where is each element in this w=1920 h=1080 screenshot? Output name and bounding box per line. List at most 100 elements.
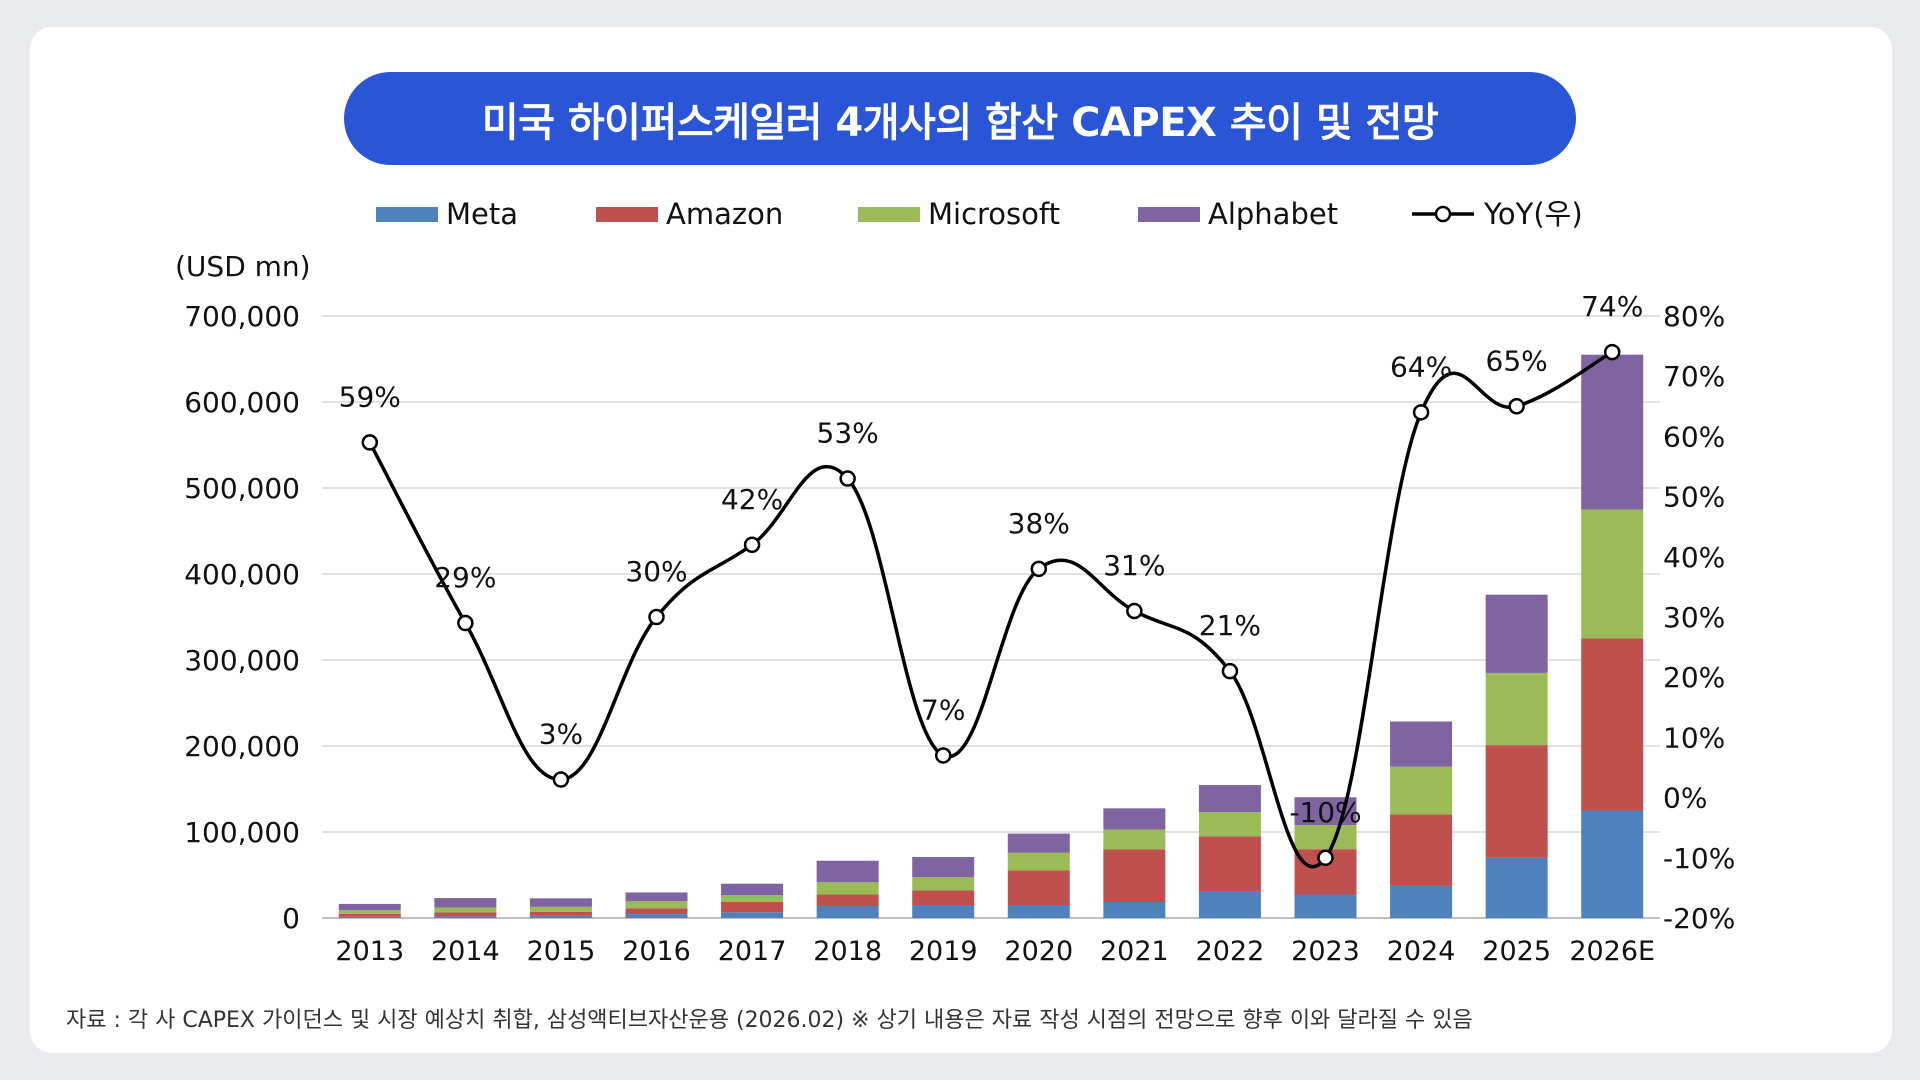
bar-microsoft-2024 [1390, 766, 1453, 815]
y-tick-label: 300,000 [184, 644, 300, 677]
legend-swatch-amazon [596, 207, 658, 222]
y2-tick-label: 50% [1663, 481, 1725, 514]
bar-amazon-2014 [434, 912, 497, 917]
bar-amazon-2015 [529, 911, 592, 916]
x-tick-label: 2015 [527, 936, 596, 967]
y2-tick-label: 70% [1663, 360, 1725, 393]
bar-alphabet-2015 [529, 898, 592, 907]
y2-tick-label: -20% [1663, 902, 1735, 935]
bar-amazon-2018 [816, 894, 879, 907]
bar-alphabet-2013 [338, 903, 401, 911]
yoy-data-label: 7% [921, 693, 965, 726]
x-tick-label: 2017 [718, 936, 787, 967]
yoy-data-label: 74% [1581, 290, 1643, 323]
bar-meta-2017 [721, 912, 784, 918]
x-tick-label: 2025 [1482, 936, 1551, 967]
bar-alphabet-2022 [1198, 785, 1261, 813]
yoy-point-2022 [1221, 662, 1239, 680]
bar-alphabet-2026e [1581, 354, 1644, 510]
legend-label: Amazon [666, 197, 783, 231]
x-tick-label: 2021 [1100, 936, 1169, 967]
bar-meta-2026e [1581, 810, 1644, 918]
y2-tick-label: 60% [1663, 420, 1725, 453]
y-tick-label: 0 [282, 902, 300, 935]
y2-tick-label: 10% [1663, 721, 1725, 754]
chart-title: 미국 하이퍼스케일러 4개사의 합산 CAPEX 추이 및 전망 [481, 99, 1439, 146]
yoy-data-label: 3% [539, 718, 583, 751]
bar-meta-2020 [1007, 905, 1070, 918]
yoy-point-2020 [1030, 560, 1048, 578]
bar-alphabet-2016 [625, 892, 688, 902]
bar-alphabet-2018 [816, 860, 879, 883]
bar-amazon-2022 [1198, 836, 1261, 891]
yoy-data-label: 30% [625, 555, 687, 588]
legend-label: YoY(우) [1483, 197, 1583, 231]
yoy-data-label: 31% [1103, 549, 1165, 582]
x-tick-label: 2020 [1004, 936, 1073, 967]
y-axis-label: (USD mn) [175, 250, 311, 283]
bar-microsoft-2025 [1485, 672, 1548, 746]
y2-tick-label: 40% [1663, 541, 1725, 574]
yoy-data-label: 29% [434, 561, 496, 594]
yoy-point-2024 [1412, 404, 1430, 421]
bar-alphabet-2019 [912, 857, 975, 878]
bar-microsoft-2014 [434, 907, 497, 913]
yoy-data-label: -10% [1289, 796, 1361, 829]
bar-microsoft-2022 [1198, 812, 1261, 837]
bar-alphabet-2021 [1103, 808, 1166, 830]
bar-microsoft-2019 [912, 877, 975, 891]
yoy-line [368, 350, 1614, 869]
bar-microsoft-2013 [338, 910, 401, 914]
bar-amazon-2013 [338, 913, 401, 917]
bar-meta-2014 [434, 916, 497, 918]
x-tick-label: 2016 [622, 936, 691, 967]
yoy-point-2025 [1508, 398, 1525, 415]
yoy-point-2021 [1126, 602, 1143, 620]
legend-label: Alphabet [1208, 197, 1338, 231]
bar-alphabet-2020 [1007, 833, 1070, 853]
yoy-point-2013 [361, 434, 379, 451]
x-tick-label: 2014 [431, 936, 500, 967]
bar-microsoft-2026e [1581, 509, 1644, 639]
bar-meta-2023 [1294, 894, 1357, 918]
y2-tick-label: 30% [1663, 601, 1725, 634]
x-tick-label: 2024 [1387, 936, 1456, 967]
legend-label: Microsoft [928, 197, 1060, 231]
bar-amazon-2026e [1581, 638, 1644, 811]
bar-microsoft-2021 [1103, 829, 1166, 850]
x-tick-label: 2019 [909, 936, 978, 967]
yoy-point-2014 [457, 614, 474, 632]
yoy-data-label: 38% [1008, 507, 1070, 540]
bar-amazon-2021 [1103, 849, 1166, 903]
x-tick-label: 2022 [1196, 936, 1265, 967]
bar-amazon-2019 [912, 890, 975, 906]
y2-tick-label: 20% [1663, 661, 1725, 694]
bar-amazon-2020 [1007, 870, 1070, 906]
y2-tick-label: 0% [1663, 782, 1707, 815]
bar-microsoft-2017 [721, 895, 784, 903]
legend-marker-yoy [1434, 205, 1452, 223]
y-tick-label: 400,000 [184, 558, 300, 591]
legend-swatch-meta [376, 207, 438, 222]
yoy-data-label: 53% [817, 417, 879, 450]
bar-meta-2018 [816, 906, 879, 918]
yoy-data-label: 59% [339, 380, 401, 413]
yoy-data-label: 21% [1199, 609, 1261, 642]
legend-swatch-alphabet [1138, 207, 1200, 222]
y-tick-label: 100,000 [184, 816, 300, 849]
bar-alphabet-2024 [1390, 721, 1453, 767]
legend-swatch-microsoft [858, 207, 920, 222]
x-tick-label: 2026E [1569, 936, 1655, 967]
bar-microsoft-2023 [1294, 825, 1357, 850]
yoy-point-2018 [839, 470, 856, 487]
source-footnote: 자료 : 각 사 CAPEX 가이던스 및 시장 예상치 취합, 삼성액티브자산… [66, 1008, 1473, 1033]
bar-amazon-2016 [625, 908, 688, 915]
bar-meta-2016 [625, 914, 688, 918]
bar-microsoft-2015 [529, 906, 592, 912]
bar-meta-2019 [912, 905, 975, 918]
yoy-data-label: 65% [1486, 344, 1548, 377]
bar-meta-2021 [1103, 902, 1166, 918]
bar-amazon-2024 [1390, 814, 1453, 886]
bar-alphabet-2017 [721, 883, 784, 896]
